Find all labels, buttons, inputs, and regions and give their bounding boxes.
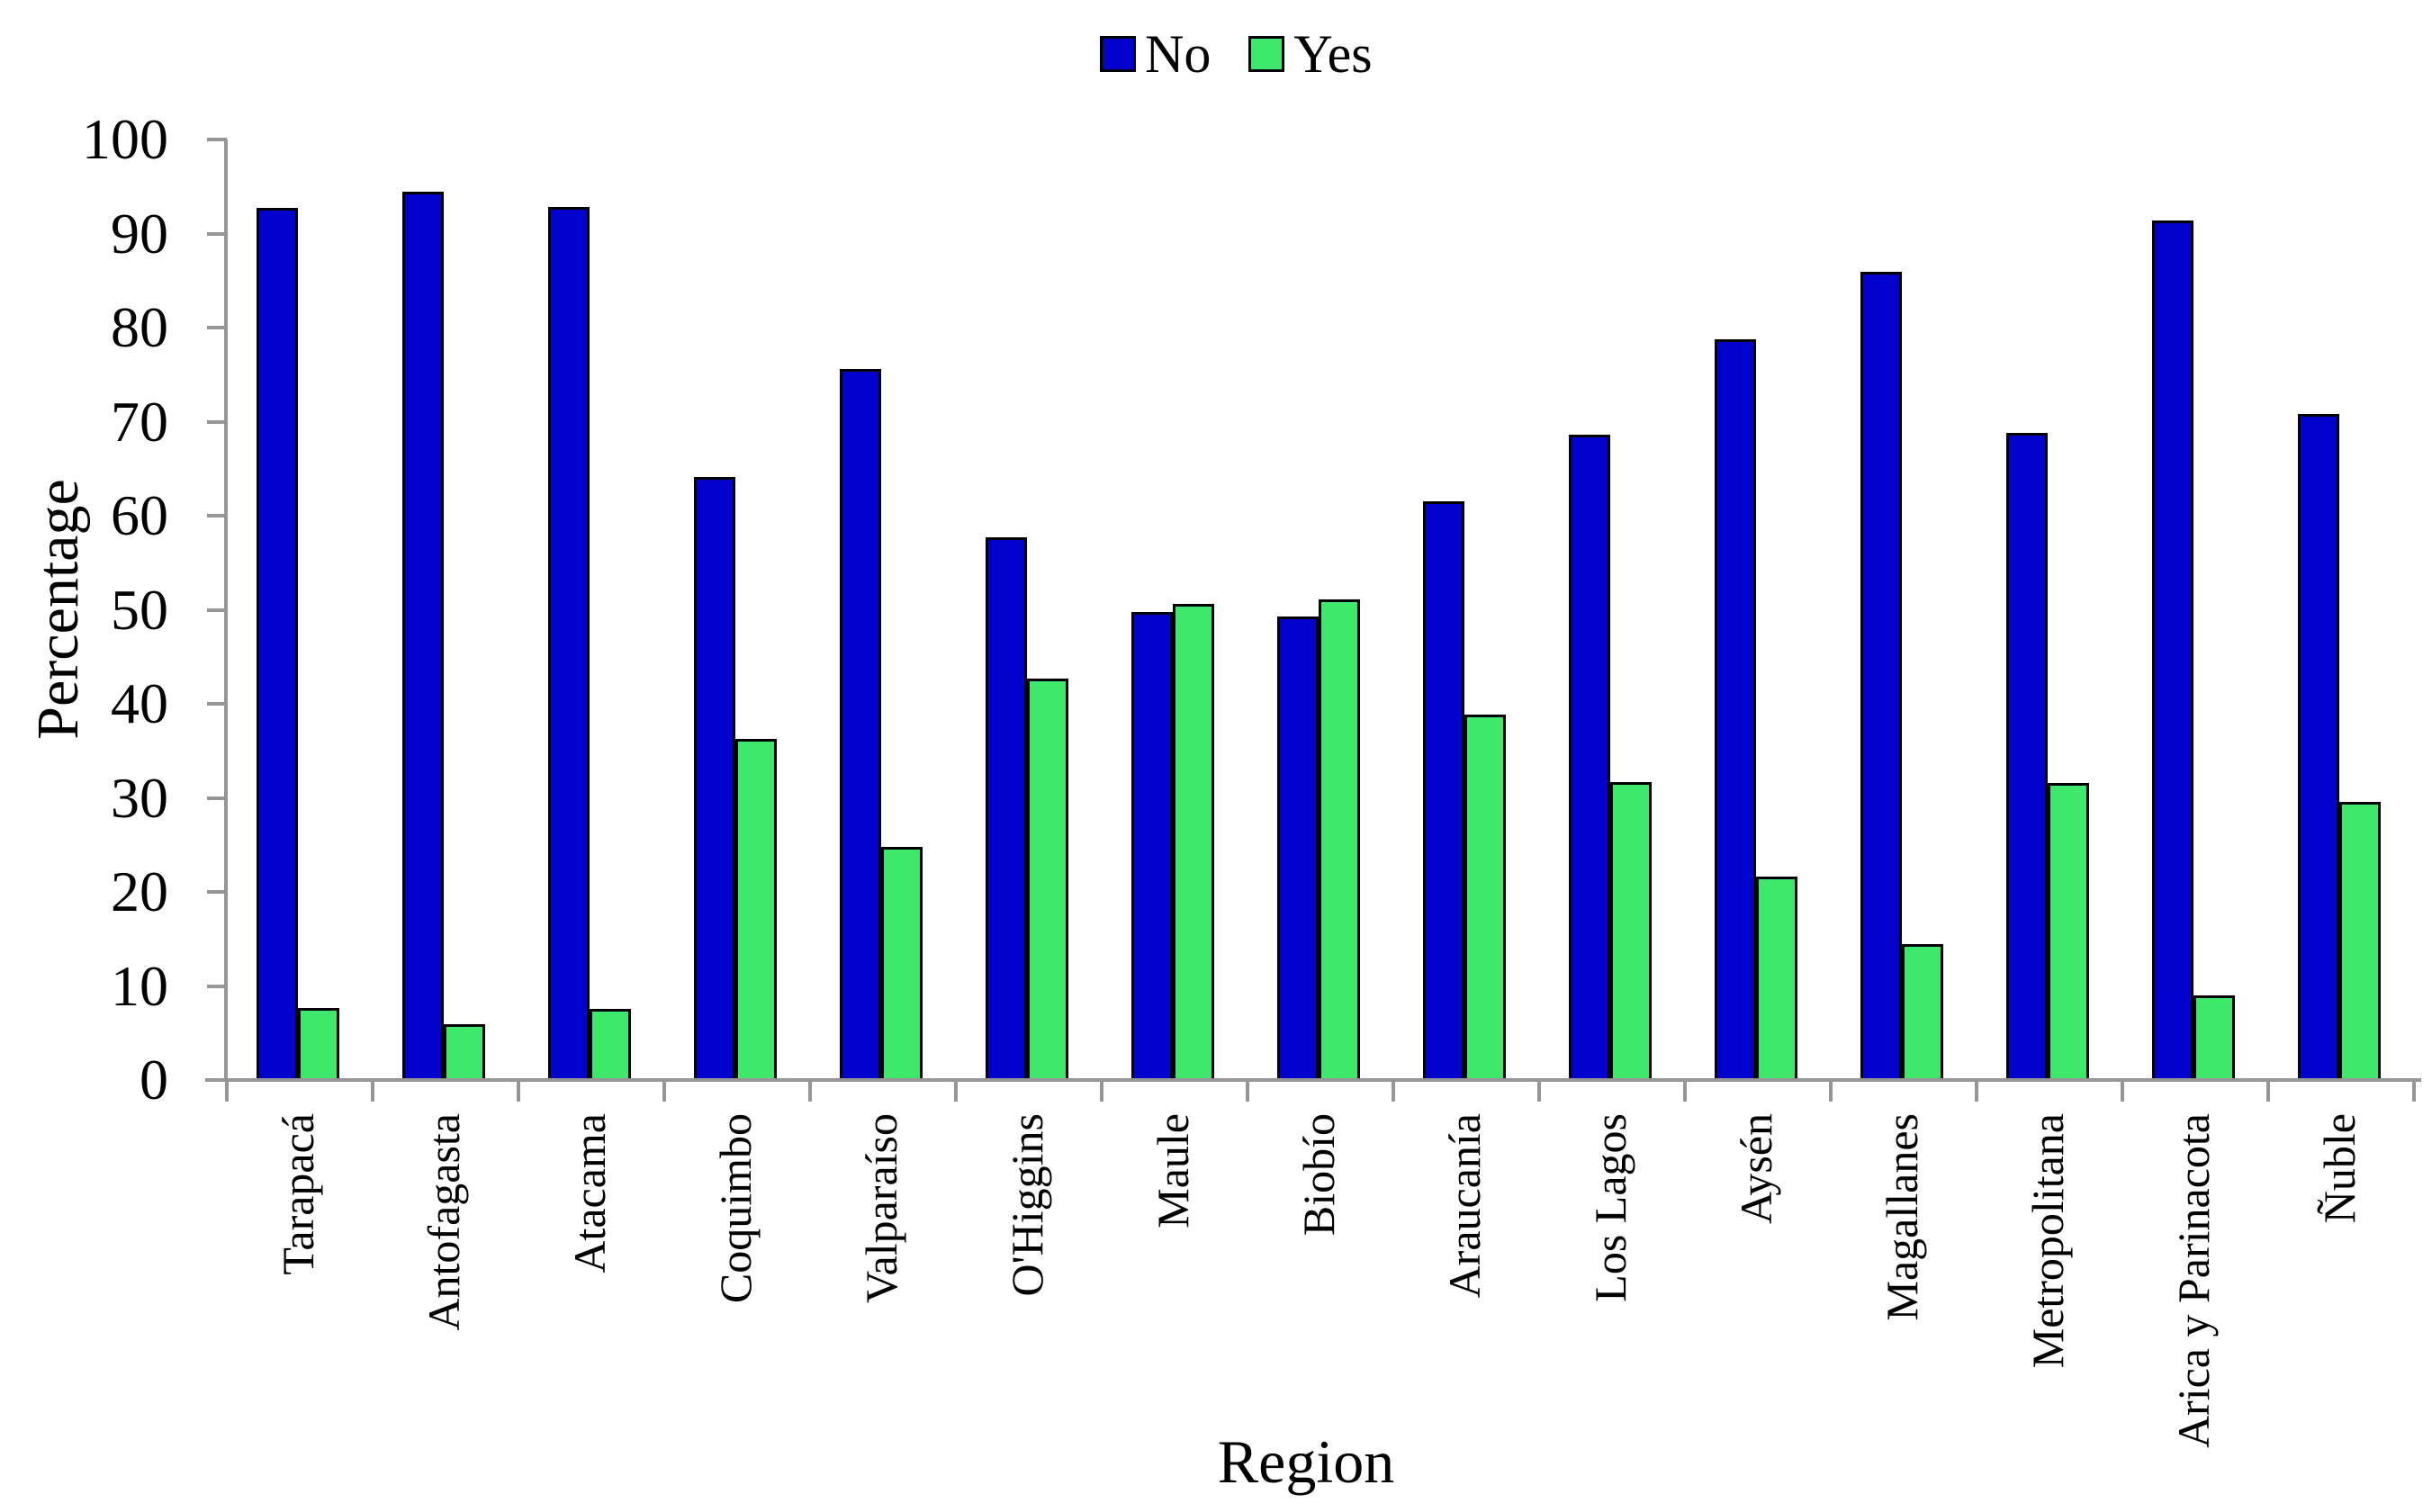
bar-no-coquimbo: [694, 477, 735, 1078]
bar-yes-coquimbo: [735, 739, 777, 1078]
bar-no-ays-n: [1715, 339, 1756, 1078]
x-category-label: Metropolitana: [2022, 1113, 2073, 1369]
bar-yes-ays-n: [1756, 877, 1797, 1078]
x-axis-line: [205, 1078, 2421, 1082]
y-tick-label: 40: [111, 671, 168, 735]
bar-yes--uble: [2339, 802, 2381, 1078]
x-axis-title: Region: [1217, 1427, 1395, 1496]
bar-no--uble: [2298, 414, 2339, 1078]
y-tick-label: 70: [111, 389, 168, 454]
chart-legend: No Yes: [1100, 25, 1373, 83]
bar-no-metropolitana: [2006, 433, 2048, 1078]
x-tick: [662, 1082, 666, 1102]
x-category-label: Biobío: [1293, 1113, 1344, 1237]
x-category-label: Magallanes: [1877, 1113, 1927, 1321]
x-tick: [1537, 1082, 1541, 1102]
x-tick: [2121, 1082, 2124, 1102]
bar-no-tarapac-: [257, 208, 298, 1078]
x-category-label: Ñuble: [2314, 1113, 2364, 1224]
bar-yes-los-lagos: [1610, 782, 1652, 1078]
y-tick-label: 30: [111, 765, 168, 830]
plot-area: [227, 140, 2414, 1080]
legend-item-yes: Yes: [1248, 24, 1373, 84]
x-category-label: O'Higgins: [1002, 1113, 1052, 1297]
y-tick: [207, 326, 227, 329]
x-tick: [2266, 1082, 2270, 1102]
bar-yes-antofagasta: [444, 1024, 485, 1078]
x-tick: [1100, 1082, 1103, 1102]
x-category-label: Aysén: [1731, 1113, 1781, 1225]
bar-yes-biob-o: [1319, 599, 1360, 1078]
x-tick: [1683, 1082, 1687, 1102]
y-tick: [207, 984, 227, 988]
bar-no-atacama: [548, 207, 590, 1078]
y-tick: [207, 419, 227, 424]
bar-no-o-higgins: [986, 537, 1027, 1078]
x-tick: [1246, 1082, 1249, 1102]
x-tick: [517, 1082, 520, 1102]
bar-no-araucan-a: [1423, 501, 1464, 1078]
legend-label-yes: Yes: [1293, 24, 1373, 84]
y-tick: [207, 514, 227, 518]
bar-yes-tarapac-: [298, 1008, 339, 1078]
bar-yes-o-higgins: [1027, 679, 1068, 1078]
bar-no-biob-o: [1277, 616, 1319, 1078]
bar-no-maule: [1131, 612, 1173, 1078]
x-tick: [2412, 1082, 2416, 1102]
x-category-label: Atacama: [564, 1113, 615, 1274]
x-category-label: Arica y Parinacota: [2168, 1113, 2219, 1449]
bar-yes-arica-y-parinacota: [2193, 995, 2235, 1078]
y-tick-label: 20: [111, 860, 168, 923]
y-tick-label: 60: [111, 483, 168, 547]
x-category-label: Antofagasta: [419, 1113, 469, 1331]
bar-no-valpara-so: [840, 369, 881, 1078]
bar-no-antofagasta: [402, 192, 444, 1078]
x-tick: [1829, 1082, 1833, 1102]
legend-swatch-yes: [1248, 36, 1285, 72]
x-category-label: Araucanía: [1439, 1113, 1490, 1299]
bar-no-arica-y-parinacota: [2152, 220, 2193, 1078]
x-tick: [225, 1082, 229, 1102]
x-category-label: Los Lagos: [1585, 1113, 1635, 1302]
bar-no-magallanes: [1860, 272, 1902, 1078]
y-tick-label: 0: [140, 1048, 168, 1112]
x-category-label: Valparaíso: [856, 1113, 906, 1304]
bar-yes-araucan-a: [1464, 715, 1506, 1078]
y-tick: [207, 1078, 227, 1082]
y-tick: [207, 702, 227, 706]
legend-item-no: No: [1100, 25, 1211, 83]
legend-swatch-no: [1100, 36, 1136, 72]
bar-yes-magallanes: [1902, 944, 1943, 1078]
x-tick: [1392, 1082, 1395, 1102]
y-tick: [207, 608, 227, 612]
bar-yes-atacama: [590, 1009, 631, 1078]
bar-yes-metropolitana: [2048, 783, 2089, 1078]
y-tick: [207, 231, 227, 236]
x-tick: [808, 1082, 812, 1102]
bar-yes-valpara-so: [881, 847, 923, 1078]
y-tick: [207, 138, 227, 141]
x-category-label: Maule: [1148, 1113, 1198, 1228]
x-tick: [1975, 1082, 1978, 1102]
y-tick-label: 100: [82, 107, 168, 171]
x-tick: [954, 1082, 958, 1102]
bar-no-los-lagos: [1569, 435, 1610, 1078]
x-tick: [371, 1082, 374, 1102]
y-tick-label: 80: [111, 295, 168, 359]
x-category-label: Tarapacá: [273, 1113, 323, 1275]
x-category-label: Coquimbo: [710, 1113, 761, 1304]
y-tick-label: 10: [111, 953, 168, 1018]
y-tick-label: 90: [111, 201, 168, 266]
y-tick: [207, 796, 227, 800]
bar-yes-maule: [1173, 604, 1214, 1078]
y-tick-label: 50: [111, 577, 168, 642]
y-tick: [207, 890, 227, 894]
legend-label-no: No: [1145, 24, 1212, 84]
